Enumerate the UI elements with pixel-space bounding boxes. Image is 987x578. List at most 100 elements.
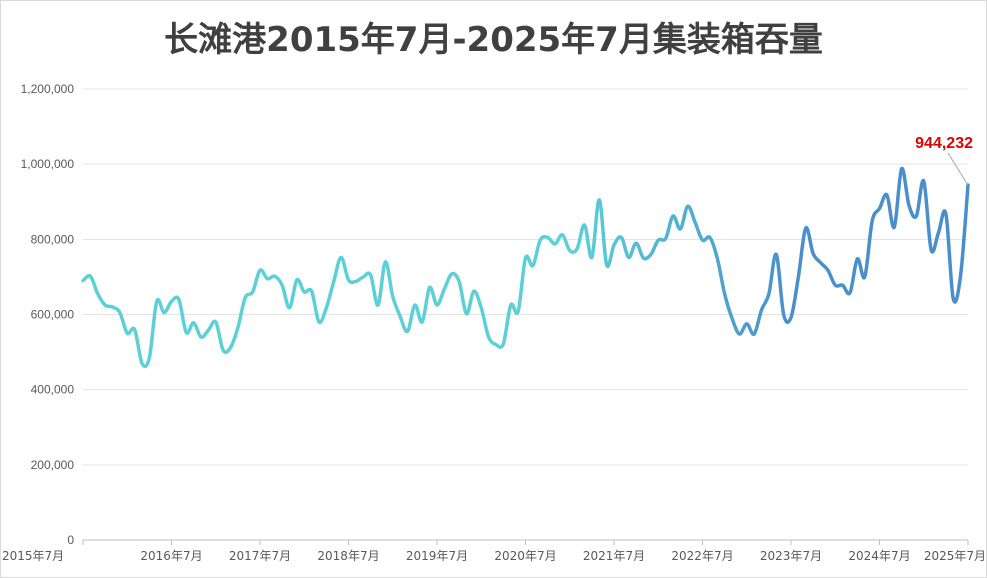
data-point [841, 283, 845, 287]
data-point [457, 279, 461, 283]
data-point [214, 320, 218, 324]
x-tick-label: 2021年7月 [583, 549, 645, 563]
data-point [819, 261, 823, 265]
x-tick-label: 2019年7月 [406, 549, 468, 563]
data-point [376, 303, 380, 307]
data-point [656, 238, 660, 242]
data-point [737, 332, 741, 336]
data-point [605, 263, 609, 267]
data-point [619, 235, 623, 239]
data-point [177, 297, 181, 301]
data-point [295, 278, 299, 282]
data-point [96, 292, 100, 296]
data-point [745, 322, 749, 326]
data-point [516, 309, 520, 313]
data-point [501, 342, 505, 346]
data-point [892, 225, 896, 229]
data-point [885, 193, 889, 197]
data-point [922, 179, 926, 183]
data-point [273, 274, 277, 278]
x-tick-label: 2018年7月 [317, 549, 379, 563]
data-point [369, 273, 373, 277]
y-tick-label: 1,000,000 [21, 157, 75, 171]
callout-label: 944,232 [915, 135, 973, 152]
data-point [442, 287, 446, 291]
data-point [479, 306, 483, 310]
data-point [243, 296, 247, 300]
data-point [914, 214, 918, 218]
data-point [413, 303, 417, 307]
y-tick-label: 200,000 [31, 458, 75, 472]
data-point [88, 274, 92, 278]
x-tick-label: 2025年7月 [924, 549, 986, 563]
data-point [907, 204, 911, 208]
data-point [265, 277, 269, 281]
data-point [310, 289, 314, 293]
data-point [221, 348, 225, 352]
data-point [155, 299, 159, 303]
data-point [229, 346, 233, 350]
data-point [406, 329, 410, 333]
data-point [804, 226, 808, 230]
data-point [332, 279, 336, 283]
data-point [723, 292, 727, 296]
data-point [575, 247, 579, 251]
x-tick-label: 2022年7月 [671, 549, 733, 563]
data-point [612, 243, 616, 247]
annotation-container: 944,232 [915, 135, 973, 186]
data-point [782, 313, 786, 317]
data-point [568, 249, 572, 253]
data-point [937, 231, 941, 235]
data-point [848, 291, 852, 295]
data-point [361, 275, 365, 279]
data-point [236, 326, 240, 330]
data-point [428, 285, 432, 289]
data-point [878, 207, 882, 211]
callout-leader-line [947, 152, 969, 186]
data-point [944, 212, 948, 216]
x-axis [82, 539, 969, 545]
data-point [959, 273, 963, 277]
data-point [111, 305, 115, 309]
data-point [206, 328, 210, 332]
data-point [929, 248, 933, 252]
data-point [302, 290, 306, 294]
data-point [317, 320, 321, 324]
data-point [192, 321, 196, 325]
y-tick-label: 800,000 [31, 232, 75, 246]
data-point [715, 256, 719, 260]
data-point [538, 238, 542, 242]
data-point [420, 320, 424, 324]
data-point [398, 314, 402, 318]
data-point [826, 268, 830, 272]
data-point [339, 255, 343, 259]
data-point [347, 278, 351, 282]
y-tick-label: 1,200,000 [21, 82, 75, 96]
data-point [730, 316, 734, 320]
data-point [634, 241, 638, 245]
data-point [693, 220, 697, 224]
data-point [133, 328, 137, 332]
chart-title: 长滩港2015年7月-2025年7月集装箱吞量 [164, 20, 823, 60]
y-tick-label: 0 [67, 533, 74, 547]
data-point [590, 255, 594, 259]
data-point [870, 219, 874, 223]
data-point [642, 256, 646, 260]
y-tick-label: 600,000 [31, 308, 75, 322]
data-point [199, 335, 203, 339]
data-point [162, 311, 166, 315]
data-point [811, 252, 815, 256]
series-container [81, 166, 970, 369]
data-point [354, 279, 358, 283]
data-point [125, 331, 129, 335]
data-point [796, 275, 800, 279]
data-point [546, 235, 550, 239]
data-point [531, 264, 535, 268]
data-point [863, 275, 867, 279]
data-point [649, 252, 653, 256]
data-point [760, 308, 764, 312]
x-tick-label: 2023年7月 [760, 549, 822, 563]
data-point [81, 279, 85, 283]
data-point [701, 238, 705, 242]
